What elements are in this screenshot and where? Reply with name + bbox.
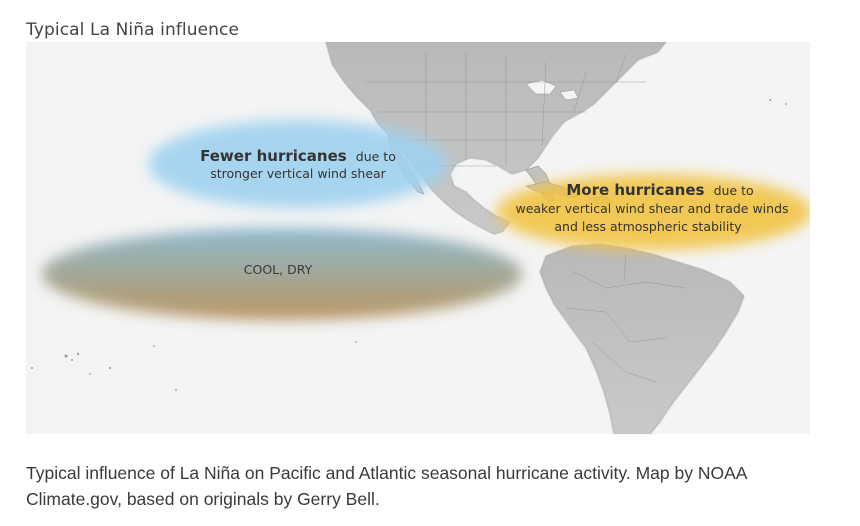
zone-fewer-hurricanes: Fewer hurricanes due to stronger vertica… — [148, 120, 448, 208]
south-america-borders — [565, 253, 687, 383]
map: Fewer hurricanes due to stronger vertica… — [26, 42, 810, 434]
svg-text:More hurricanes due to: More hurricanes due to — [566, 180, 753, 199]
map-caption: Typical influence of La Niña on Pacific … — [26, 463, 747, 509]
more-hurricanes-reason-1: weaker vertical wind shear and trade win… — [515, 201, 788, 216]
fewer-hurricanes-heading-suffix: due to — [356, 149, 396, 164]
more-hurricanes-reason-2: and less atmospheric stability — [554, 219, 742, 234]
fewer-hurricanes-reason: stronger vertical wind shear — [210, 166, 386, 181]
svg-text:Fewer hurricanes due t: Fewer hurricanes due to — [200, 146, 396, 165]
fewer-hurricanes-heading: Fewer hurricanes — [200, 147, 347, 165]
more-hurricanes-heading-suffix: due to — [714, 183, 754, 198]
pacific-islands — [31, 99, 787, 391]
south-america-landmass — [539, 243, 745, 434]
map-canvas: Fewer hurricanes due to stronger vertica… — [26, 42, 810, 434]
zone-cool-dry: COOL, DRY — [42, 228, 522, 320]
more-hurricanes-heading: More hurricanes — [566, 181, 704, 199]
map-title: Typical La Niña influence — [26, 20, 240, 40]
zone-more-hurricanes: More hurricanes due to weaker vertical w… — [496, 174, 810, 250]
political-borders — [366, 52, 646, 167]
cool-dry-label: COOL, DRY — [244, 262, 313, 277]
